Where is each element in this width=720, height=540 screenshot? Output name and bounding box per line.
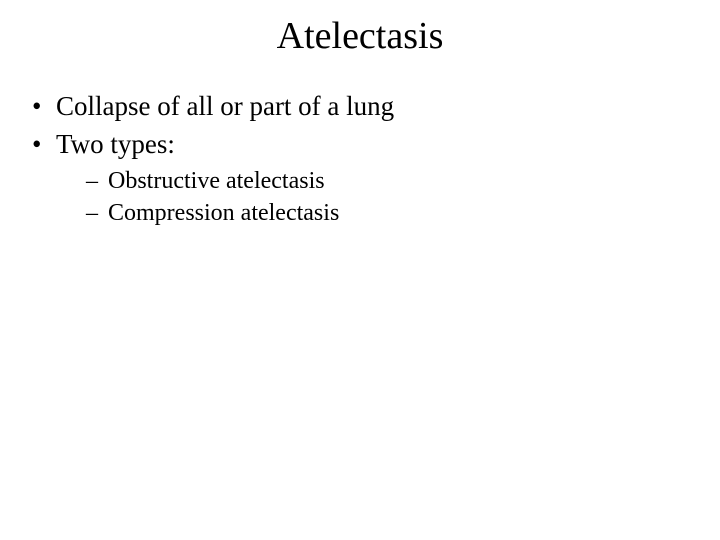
bullet-level1: • Two types: [30, 126, 690, 162]
bullet-level2: – Compression atelectasis [86, 197, 690, 229]
slide-title: Atelectasis [0, 14, 720, 58]
bullet-level1: • Collapse of all or part of a lung [30, 88, 690, 124]
bullet-text: Collapse of all or part of a lung [56, 88, 690, 124]
slide: Atelectasis • Collapse of all or part of… [0, 0, 720, 540]
bullet-marker-icon: • [30, 126, 56, 162]
dash-marker-icon: – [86, 197, 108, 229]
slide-body: • Collapse of all or part of a lung • Tw… [30, 88, 690, 230]
bullet-marker-icon: • [30, 88, 56, 124]
bullet-text: Two types: [56, 126, 690, 162]
bullet-level2: – Obstructive atelectasis [86, 165, 690, 197]
bullet-text: Compression atelectasis [108, 197, 690, 229]
bullet-text: Obstructive atelectasis [108, 165, 690, 197]
dash-marker-icon: – [86, 165, 108, 197]
